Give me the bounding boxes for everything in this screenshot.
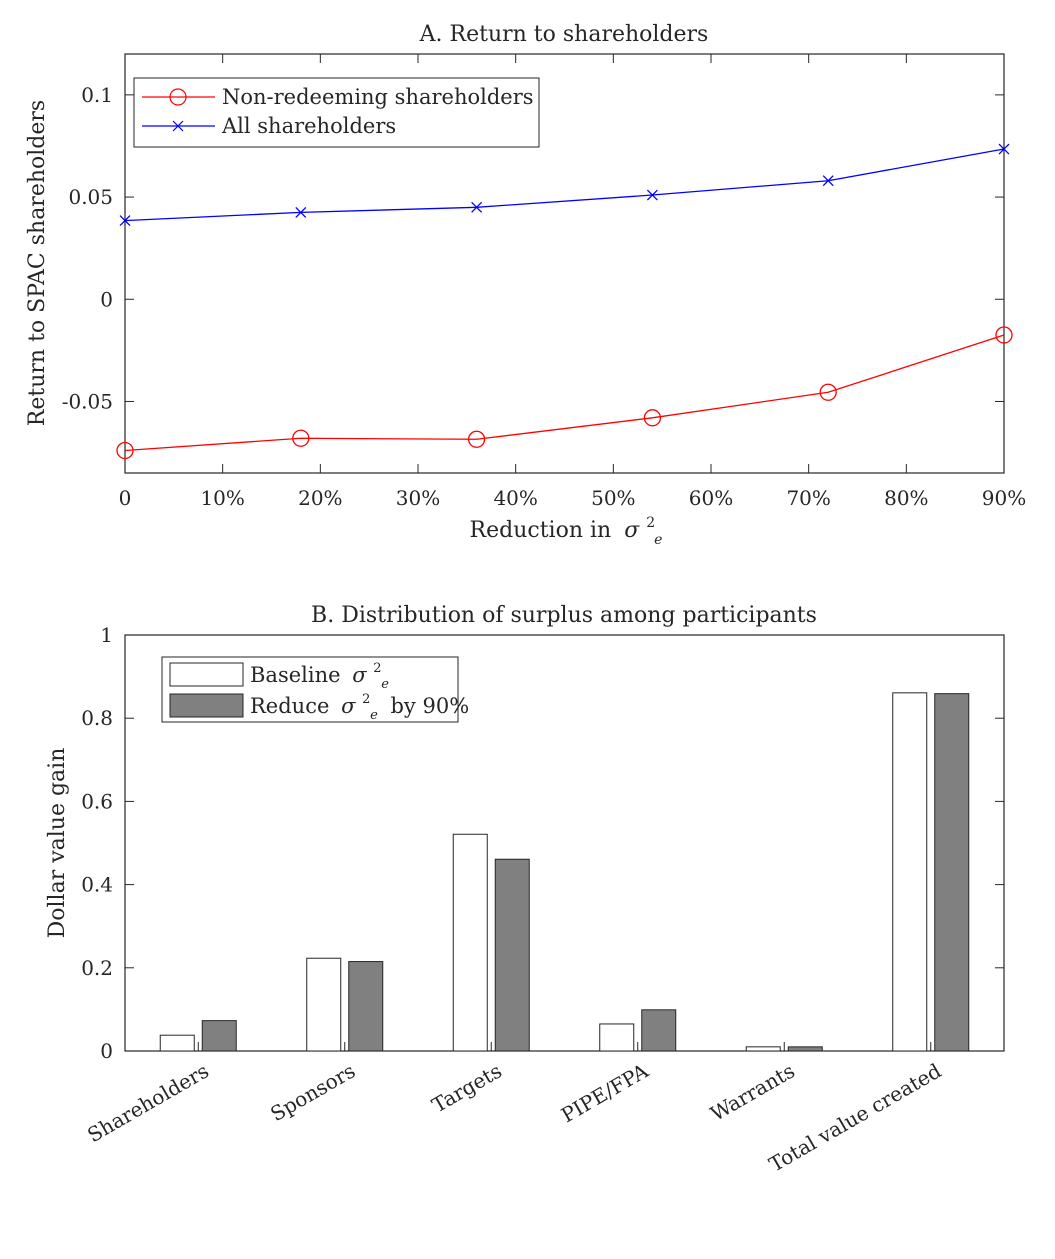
panel-b-bar-series1 <box>641 1009 677 1052</box>
panel-b-ytick-label: 1 <box>100 623 113 647</box>
panel-a-xtick-label: 20% <box>298 486 342 510</box>
panel-b-ytick-label: 0.8 <box>81 706 113 730</box>
panel-b-axes-box <box>124 634 1005 1052</box>
panel-b-ytick-label: 0.4 <box>81 873 113 897</box>
panel-a-series-line-0 <box>124 334 1005 452</box>
panel-b-bar-series1 <box>787 1046 823 1052</box>
panel-a-point-circle <box>116 441 134 460</box>
panel-a-xtick-label: 40% <box>493 486 537 510</box>
panel-a-series-line-1 <box>124 148 1005 222</box>
panel-a-xtick-label: 60% <box>689 486 733 510</box>
panel-a-title: A. Return to shareholders <box>419 22 709 47</box>
panel-a-xlabel-sup: 2 <box>646 515 655 531</box>
panel-b-ytick-label: 0.2 <box>81 956 113 980</box>
panel-b-xtick-label: Shareholders <box>83 1059 213 1148</box>
panel-a-point-circle <box>995 326 1013 344</box>
panel-a-xtick-label: 10% <box>200 486 244 510</box>
panel-b-legend: Baseline σ 2 e Reduce σ 2 e by 90% <box>161 653 469 724</box>
panel-a-ylabel: Return to SPAC shareholders <box>25 100 50 426</box>
panel-b-ytick-label: 0 <box>100 1039 113 1063</box>
panel-a-ytick-label: -0.05 <box>62 389 113 413</box>
panel-a-xtick-label: 30% <box>396 486 440 510</box>
panel-a-xlabel-text: Reduction in <box>470 518 612 543</box>
panel-b-bar-series1 <box>934 693 970 1052</box>
panel-a-point-circle <box>292 429 310 447</box>
panel-a-xtick-label: 80% <box>884 486 928 510</box>
legend-x-marker <box>172 120 184 132</box>
panel-b-bar-series1 <box>494 858 530 1052</box>
panel-b-bar-series0 <box>306 957 342 1052</box>
panel-b-ylabel: Dollar value gain <box>45 748 70 939</box>
panel-b-xtick-label: Warrants <box>706 1059 799 1126</box>
panel-a-xlabel: Reduction in σ 2 e <box>470 508 663 548</box>
panel-a-xlabel-sub: e <box>654 532 662 548</box>
panel-a-xtick-label: 70% <box>786 486 830 510</box>
panel-b-bar-series0 <box>745 1046 781 1052</box>
panel-b-bar-chart: B. Distribution of surplus among partici… <box>45 603 1005 1177</box>
panel-a-point-x <box>646 189 658 201</box>
panel-b-xtick-label: PIPE/FPA <box>557 1058 653 1127</box>
panel-a-line-chart: A. Return to shareholders 0 10% 20% 30% 40% 5… <box>25 22 1026 548</box>
panel-b-xtick-label: Targets <box>428 1059 506 1118</box>
panel-b-bar-series0 <box>892 692 928 1052</box>
panel-a-point-circle <box>467 430 486 448</box>
panel-a-xtick-label: 50% <box>591 486 635 510</box>
panel-a-point-x <box>822 175 834 187</box>
panel-a-point-circle <box>819 383 837 401</box>
panel-a-xtick-label: 90% <box>982 486 1026 510</box>
panel-a-point-x <box>119 215 131 227</box>
panel-a-point-x <box>295 206 307 218</box>
panel-b-bar-series0 <box>452 833 488 1052</box>
panel-a-point-x <box>471 201 483 213</box>
panel-b-title: B. Distribution of surplus among partici… <box>311 603 817 628</box>
panel-a-legend: Non-redeeming shareholders All sharehold… <box>133 77 540 148</box>
panel-a-ytick-label: 0.05 <box>68 185 113 209</box>
panel-b-bar-series1 <box>348 961 384 1052</box>
legend-label-baseline: Baseline σ 2 e <box>250 653 389 692</box>
legend-label-all-shareholders: All shareholders <box>221 114 396 138</box>
panel-a-ytick-label: 0 <box>100 287 113 311</box>
legend-swatch-baseline <box>169 662 244 687</box>
panel-b-xtick-label: Sponsors <box>266 1059 359 1127</box>
panel-b-ytick-label: 0.6 <box>81 789 113 813</box>
panel-a-axes-box <box>124 53 1005 474</box>
panel-a-ytick-label: 0.1 <box>81 83 113 107</box>
panel-a-xlabel-sigma: σ <box>624 518 640 543</box>
legend-label-reduce: Reduce σ 2 e by 90% <box>250 684 469 724</box>
panel-a-xtick-label: 0 <box>119 486 132 510</box>
legend-swatch-reduce <box>169 693 244 718</box>
legend-circle-marker <box>169 88 187 106</box>
panel-b-bar-series1 <box>201 1020 237 1052</box>
panel-a-point-circle <box>643 409 662 427</box>
legend-label-non-redeeming: Non-redeeming shareholders <box>222 85 534 109</box>
panel-b-bar-series0 <box>599 1023 635 1052</box>
panel-a-point-x <box>998 143 1010 155</box>
panel-b-bar-series0 <box>159 1034 195 1052</box>
